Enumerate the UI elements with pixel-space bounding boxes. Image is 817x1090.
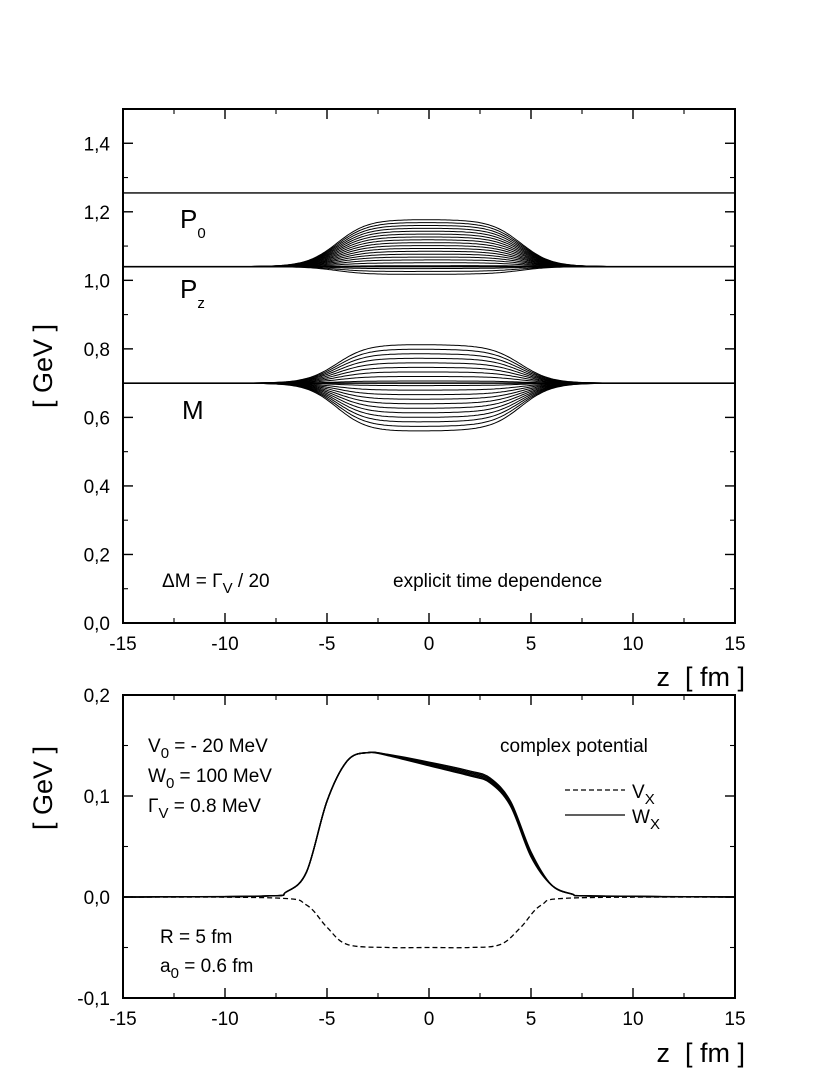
top-y-tick-label: 1,0 (84, 271, 110, 292)
top-y-tick-label: 1,4 (84, 134, 111, 155)
top-x-tick-label: 5 (526, 634, 537, 655)
bottom-y-tick-label: -0,1 (77, 989, 110, 1010)
top-curves (123, 192, 735, 432)
curve-label-p0: P0 (180, 204, 206, 242)
top-panel: -15 -10 -5 0 5 10 15 0,0 0,2 0,4 0,6 0,8 1,0 1,2 1,4 [… (28, 108, 746, 692)
series-m-curve (123, 344, 735, 384)
bottom-y-tick-label: 0,2 (84, 686, 110, 707)
curve-label-m: M (182, 395, 204, 425)
series-v-x-line (122, 896, 736, 949)
param-v0-main: V (148, 736, 161, 757)
top-x-tick-label: -10 (211, 634, 238, 655)
legend-vx-label: VX (632, 782, 655, 808)
legend-wx-sub: X (650, 816, 660, 833)
delta-m-gamma: Γ (212, 571, 222, 592)
legend-wx-main: W (632, 807, 650, 828)
mode-annotation: explicit time dependence (393, 571, 602, 592)
top-y-tick-label: 0,6 (84, 408, 110, 429)
param-v0-sub: 0 (161, 745, 169, 762)
curve-label-pz-sub: z (197, 295, 205, 312)
param-r-main: R (160, 927, 174, 948)
top-ticks: -15 -10 -5 0 5 10 15 0,0 0,2 0,4 0,6 0,8 1,0 1,2 1,4 (84, 108, 746, 655)
top-y-axis-title: [ GeV ] (28, 324, 58, 408)
top-x-tick-label: 10 (622, 634, 643, 655)
bottom-x-tick-label: 15 (724, 1009, 745, 1030)
top-y-tick-label: 0,8 (84, 340, 110, 361)
bottom-y-tick-label: 0,0 (84, 888, 110, 909)
series-m-curve (123, 382, 735, 409)
series-m-curve (123, 376, 735, 384)
series-pz-curve (123, 266, 735, 275)
series-m-curve (123, 382, 735, 391)
param-v0-rest: = - 20 MeV (169, 736, 268, 757)
bottom-x-tick-label: 5 (526, 1009, 537, 1030)
param-v0: V0 = - 20 MeV (148, 736, 268, 762)
series-m-curve (123, 348, 735, 384)
param-w0-main: W (148, 766, 166, 787)
param-r-rest: = 5 fm (174, 927, 233, 948)
param-w0-sub: 0 (166, 775, 174, 792)
param-w0: W0 = 100 MeV (148, 766, 272, 792)
legend-vx-sub: X (645, 791, 655, 808)
series-pz-curve (123, 256, 735, 268)
top-plot-frame (122, 108, 736, 624)
series-m-curve (123, 382, 735, 405)
top-x-tick-label: 0 (424, 634, 435, 655)
series-m-curve (123, 382, 735, 396)
param-gamma-v-rest: = 0.8 MeV (168, 796, 261, 817)
top-y-tick-label: 0,0 (84, 614, 110, 635)
param-gamma-v-main: Γ (148, 796, 158, 817)
curve-label-pz: Pz (180, 274, 205, 312)
bottom-x-tick-label: 0 (424, 1009, 435, 1030)
param-gamma-v-sub: V (158, 805, 168, 822)
legend-wx-label: WX (632, 807, 660, 833)
top-x-tick-label: -15 (109, 634, 136, 655)
top-x-tick-label: 15 (724, 634, 745, 655)
series-w-x-band-curve (122, 751, 736, 898)
series-m-curve (123, 382, 735, 423)
delta-m-annotation: ΔM = ΓV / 20 (162, 571, 270, 597)
bottom-y-axis-title: [ GeV ] (28, 746, 58, 830)
param-gamma-v: ΓV = 0.8 MeV (148, 796, 261, 822)
series-m-curve (123, 357, 735, 384)
delta-m-rhs: / 20 (233, 571, 270, 592)
curve-label-pz-main: P (180, 274, 197, 304)
top-x-axis-title: z [ fm ] (656, 662, 745, 692)
bottom-curves (122, 751, 736, 949)
bottom-x-tick-label: 10 (622, 1009, 643, 1030)
legend-vx-main: V (632, 782, 645, 803)
curve-label-p0-main: P (180, 204, 197, 234)
series-m-curve (123, 362, 735, 384)
bottom-x-axis-title: z [ fm ] (656, 1038, 745, 1068)
param-a0-main: a (160, 956, 171, 977)
series-m-curve (123, 382, 735, 418)
param-w0-rest: = 100 MeV (174, 766, 272, 787)
bottom-y-tick-label: 0,1 (84, 787, 110, 808)
top-x-tick-label: -5 (319, 634, 336, 655)
series-m-curve (123, 382, 735, 427)
top-y-tick-label: 0,2 (84, 545, 110, 566)
delta-m-lhs: ΔM = (162, 571, 212, 592)
bottom-chart-title: complex potential (500, 736, 648, 757)
top-y-tick-label: 1,2 (84, 203, 110, 224)
param-a0-rest: = 0.6 fm (179, 956, 253, 977)
bottom-x-tick-label: -15 (109, 1009, 136, 1030)
param-a0-sub: 0 (171, 965, 179, 982)
curve-label-p0-sub: 0 (197, 225, 205, 242)
bottom-panel: -15 -10 -5 0 5 10 15 -0,1 0,0 0,1 0,2 [ GeV ] z [ … (28, 686, 746, 1068)
param-r: R = 5 fm (160, 927, 232, 948)
bottom-x-tick-label: -5 (319, 1009, 336, 1030)
delta-m-gamma-sub: V (223, 580, 233, 597)
bottom-x-tick-label: -10 (211, 1009, 238, 1030)
series-pz-curve (123, 250, 735, 268)
series-pz-curve (123, 233, 735, 268)
param-a0: a0 = 0.6 fm (160, 956, 253, 982)
top-y-tick-label: 0,4 (84, 477, 111, 498)
